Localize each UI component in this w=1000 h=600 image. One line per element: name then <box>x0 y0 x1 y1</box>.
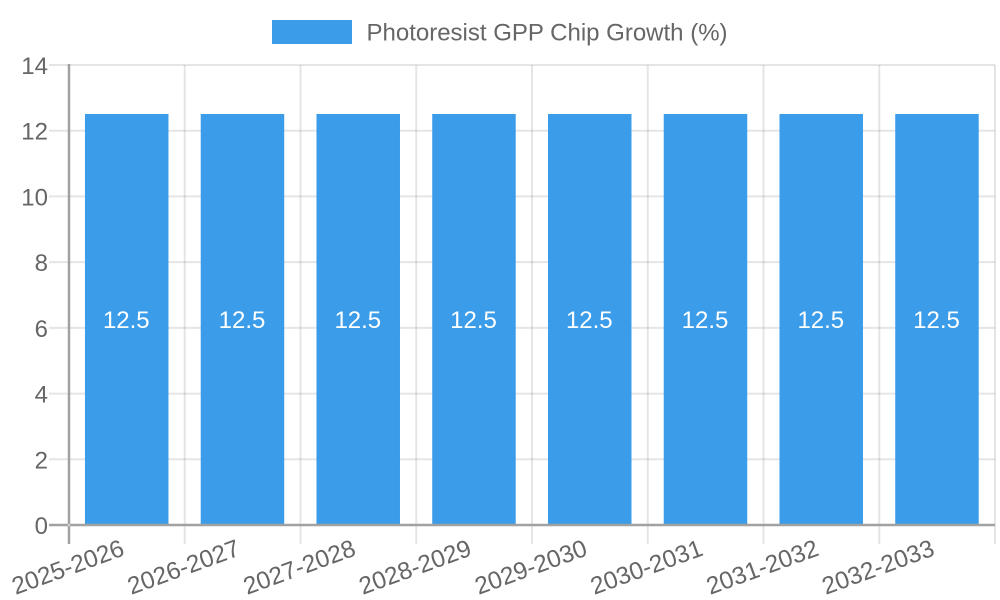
svg-text:10: 10 <box>21 184 48 211</box>
svg-text:12.5: 12.5 <box>682 307 729 334</box>
svg-text:0: 0 <box>35 513 48 540</box>
svg-text:12.5: 12.5 <box>334 307 381 334</box>
svg-text:6: 6 <box>35 316 48 343</box>
svg-text:2032-2033: 2032-2033 <box>819 535 938 600</box>
svg-text:12.5: 12.5 <box>219 307 266 334</box>
svg-text:2029-2030: 2029-2030 <box>471 535 590 600</box>
svg-text:Photoresist GPP Chip Growth (%: Photoresist GPP Chip Growth (%) <box>367 20 728 47</box>
svg-text:2031-2032: 2031-2032 <box>703 535 822 600</box>
svg-text:2027-2028: 2027-2028 <box>240 535 359 600</box>
svg-text:8: 8 <box>35 250 48 277</box>
svg-text:4: 4 <box>35 382 48 409</box>
svg-text:12.5: 12.5 <box>913 307 960 334</box>
svg-text:12: 12 <box>21 119 48 146</box>
svg-text:2025-2026: 2025-2026 <box>8 535 127 600</box>
svg-text:2030-2031: 2030-2031 <box>587 535 706 600</box>
svg-text:12.5: 12.5 <box>103 307 150 334</box>
svg-text:14: 14 <box>21 53 48 80</box>
svg-text:12.5: 12.5 <box>797 307 844 334</box>
svg-text:2028-2029: 2028-2029 <box>356 535 475 600</box>
svg-text:12.5: 12.5 <box>566 307 613 334</box>
svg-text:2: 2 <box>35 447 48 474</box>
svg-text:2026-2027: 2026-2027 <box>124 535 243 600</box>
svg-text:12.5: 12.5 <box>450 307 497 334</box>
